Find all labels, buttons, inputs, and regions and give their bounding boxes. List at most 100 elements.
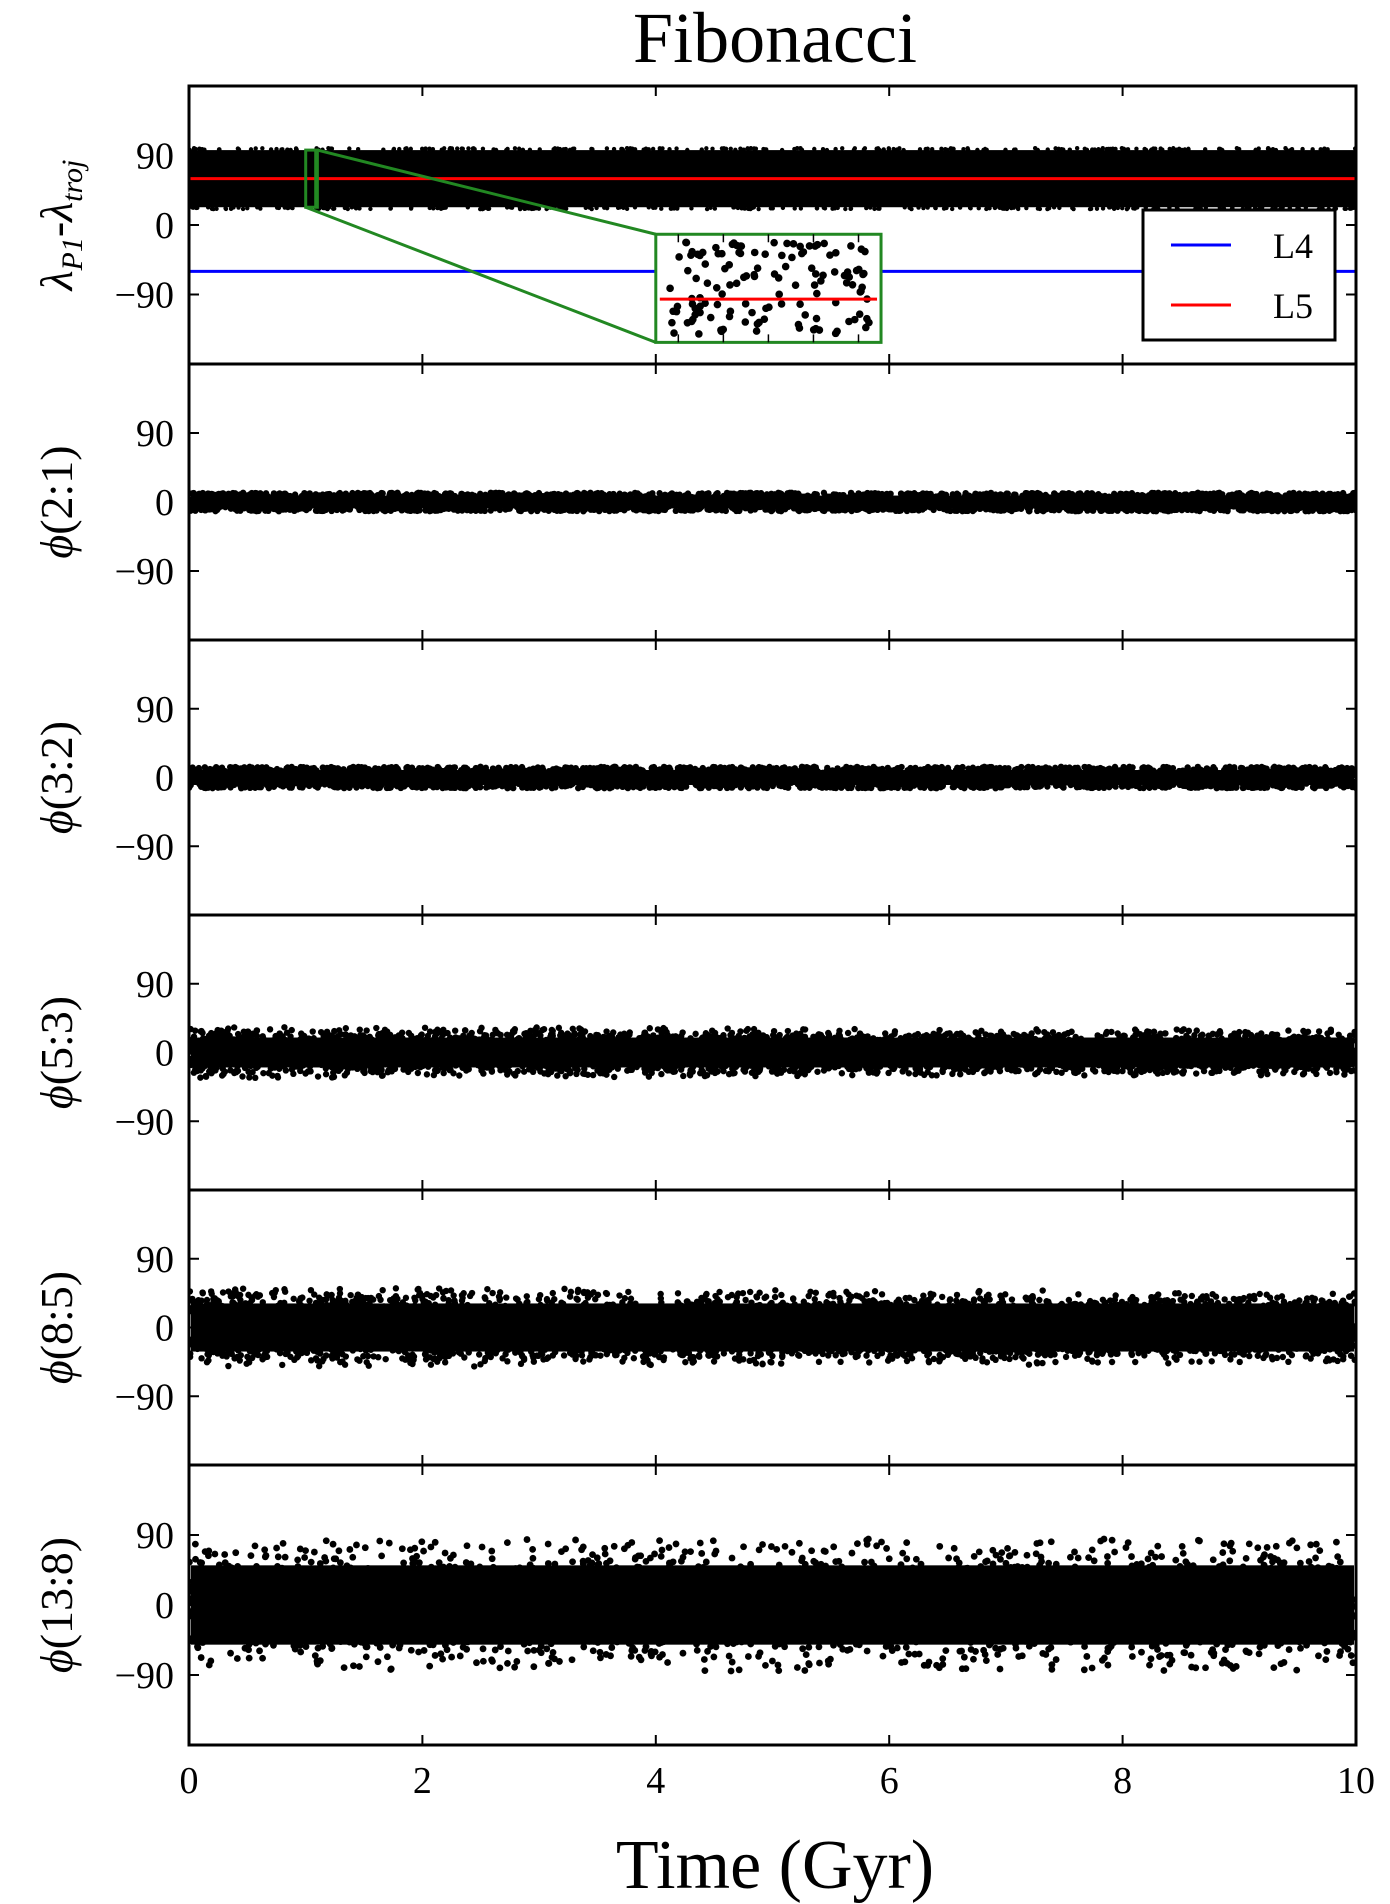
data-point bbox=[668, 206, 674, 211]
inset-point bbox=[770, 238, 778, 247]
data-point bbox=[1004, 206, 1010, 212]
data-point bbox=[520, 147, 526, 152]
data-point bbox=[431, 206, 436, 211]
data-point bbox=[705, 490, 712, 497]
data-point bbox=[1339, 489, 1347, 497]
inset-point bbox=[701, 299, 709, 308]
data-point bbox=[527, 147, 533, 153]
data-point bbox=[1274, 507, 1282, 515]
data-point bbox=[968, 206, 973, 211]
data-point bbox=[881, 147, 886, 152]
data-point bbox=[1179, 147, 1185, 153]
inset-point bbox=[691, 304, 700, 313]
data-point bbox=[294, 147, 299, 152]
inset-point bbox=[833, 327, 841, 336]
data-point bbox=[362, 490, 369, 497]
inset-point bbox=[687, 317, 696, 326]
data-point bbox=[708, 205, 713, 210]
data-point bbox=[551, 147, 556, 152]
data-point bbox=[430, 146, 436, 152]
data-point bbox=[1045, 147, 1050, 152]
plot-area bbox=[189, 489, 1356, 515]
inset-point bbox=[805, 242, 814, 250]
inset-point bbox=[668, 318, 676, 327]
data-point bbox=[925, 205, 930, 210]
inset-point bbox=[830, 268, 839, 276]
data-point bbox=[1003, 147, 1008, 153]
data-point bbox=[1096, 147, 1101, 152]
data-point bbox=[257, 205, 262, 210]
data-point bbox=[231, 490, 239, 497]
data-point bbox=[761, 146, 766, 152]
inset-point bbox=[801, 311, 810, 319]
data-point bbox=[1289, 146, 1295, 152]
data-point bbox=[282, 205, 287, 210]
data-point bbox=[949, 146, 954, 152]
inset-point bbox=[736, 242, 745, 250]
data-point bbox=[1107, 205, 1112, 210]
data-point bbox=[687, 507, 695, 514]
data-point bbox=[212, 507, 219, 514]
data-point bbox=[217, 147, 222, 152]
y-tick-label: −90 bbox=[115, 275, 174, 317]
data-point bbox=[902, 205, 907, 210]
inset-point bbox=[863, 314, 871, 323]
y-tick-label: 90 bbox=[136, 413, 174, 455]
data-point bbox=[1067, 147, 1072, 152]
data-point bbox=[821, 205, 827, 210]
data-point bbox=[741, 147, 746, 152]
data-point bbox=[365, 507, 372, 515]
inset-point bbox=[670, 329, 678, 337]
data-point bbox=[1254, 507, 1261, 515]
data-point bbox=[1024, 205, 1029, 211]
data-point bbox=[976, 206, 981, 211]
data-point bbox=[659, 206, 664, 211]
inset-point bbox=[748, 308, 756, 317]
data-point bbox=[426, 507, 433, 515]
inset-point bbox=[848, 280, 857, 289]
data-point bbox=[1119, 145, 1125, 151]
inset-point bbox=[819, 271, 827, 280]
inset-point bbox=[826, 251, 834, 259]
data-point bbox=[257, 490, 264, 497]
inset-point bbox=[718, 290, 726, 298]
data-point bbox=[1015, 206, 1021, 212]
data-point bbox=[480, 146, 486, 152]
data-point bbox=[423, 146, 428, 151]
data-point bbox=[409, 205, 414, 210]
data-point bbox=[329, 146, 335, 151]
data-point bbox=[820, 147, 826, 152]
data-point bbox=[1106, 146, 1111, 152]
inset-point bbox=[682, 238, 690, 247]
data-point bbox=[660, 146, 665, 151]
y-tick-label: −90 bbox=[115, 551, 174, 593]
data-point bbox=[1011, 205, 1017, 210]
data-point bbox=[438, 206, 444, 211]
data-point bbox=[1032, 145, 1038, 151]
data-point bbox=[1123, 507, 1131, 515]
inset-point bbox=[752, 327, 761, 335]
data-point bbox=[1125, 205, 1131, 210]
data-point bbox=[276, 205, 282, 211]
inset-point bbox=[761, 250, 769, 259]
inset-point bbox=[855, 310, 864, 318]
data-point bbox=[458, 507, 466, 514]
inset-point bbox=[692, 274, 700, 283]
data-point bbox=[728, 146, 733, 151]
data-point bbox=[1037, 206, 1043, 212]
inset-point bbox=[778, 251, 786, 260]
inset-point bbox=[788, 253, 796, 262]
data-point bbox=[753, 146, 759, 151]
data-point bbox=[650, 146, 656, 152]
inset-point bbox=[840, 271, 849, 280]
data-point bbox=[667, 147, 672, 152]
inset-point bbox=[740, 273, 748, 282]
plot-area bbox=[189, 145, 1356, 273]
data-point bbox=[434, 507, 442, 514]
data-point bbox=[1300, 146, 1305, 152]
inset-point bbox=[775, 290, 783, 299]
data-point bbox=[1120, 205, 1125, 211]
data-point bbox=[916, 205, 921, 210]
